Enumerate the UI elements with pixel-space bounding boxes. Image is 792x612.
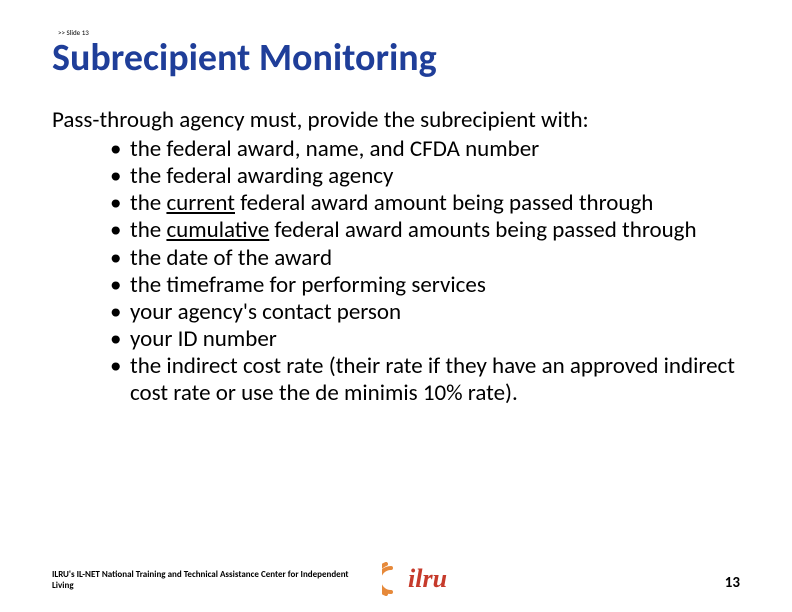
logo: ilru [382,562,447,596]
list-item-text: your ID number [130,325,277,353]
slide: >> Slide 13 Subrecipient Monitoring Pass… [0,0,792,612]
list-item: the current federal award amount being p… [110,190,740,217]
list-item-text: your agency's contact person [130,298,401,326]
list-item: the federal awarding agency [110,163,740,190]
list-item: the timeframe for performing services [110,272,740,299]
list-item-underline: cumulative [166,216,269,244]
logo-text: ilru [408,566,447,592]
list-item-text: the federal award, name, and CFDA number [130,135,539,163]
list-item: the indirect cost rate (their rate if th… [110,353,740,407]
list-item: your agency's contact person [110,299,740,326]
list-item-text: the indirect cost rate (their rate if th… [130,352,735,407]
list-item-underline: current [166,189,235,217]
footer-text: ILRU's IL-NET National Training and Tech… [52,570,372,592]
list-item-text: the timeframe for performing services [130,271,486,299]
list-item: the cumulative federal award amounts bei… [110,217,740,244]
bullet-list: the federal award, name, and CFDA number… [110,136,740,407]
list-item-text: the date of the award [130,244,332,272]
list-item: the federal award, name, and CFDA number [110,136,740,163]
list-item-post: federal award amounts being passed throu… [269,216,696,244]
page-title: Subrecipient Monitoring [52,39,740,79]
page-number: 13 [725,574,740,592]
list-item: your ID number [110,326,740,353]
logo-arc-icon [382,562,404,596]
lead-text: Pass-through agency must, provide the su… [52,107,740,134]
list-item-post: federal award amount being passed throug… [235,189,653,217]
list-item-pre: the [130,216,166,244]
list-item: the date of the award [110,245,740,272]
list-item-pre: the [130,189,166,217]
list-item-text: the federal awarding agency [130,162,393,190]
